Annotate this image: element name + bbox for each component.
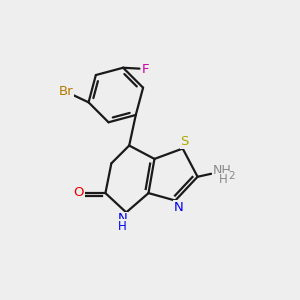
Text: 2: 2 xyxy=(228,171,235,181)
Text: S: S xyxy=(181,136,189,148)
Text: Br: Br xyxy=(59,85,74,98)
Text: NH: NH xyxy=(213,164,232,177)
Text: N: N xyxy=(118,212,128,226)
Text: F: F xyxy=(142,63,149,76)
Text: H: H xyxy=(118,220,127,233)
Text: H: H xyxy=(219,173,227,186)
Text: O: O xyxy=(74,186,84,199)
Text: N: N xyxy=(173,201,183,214)
